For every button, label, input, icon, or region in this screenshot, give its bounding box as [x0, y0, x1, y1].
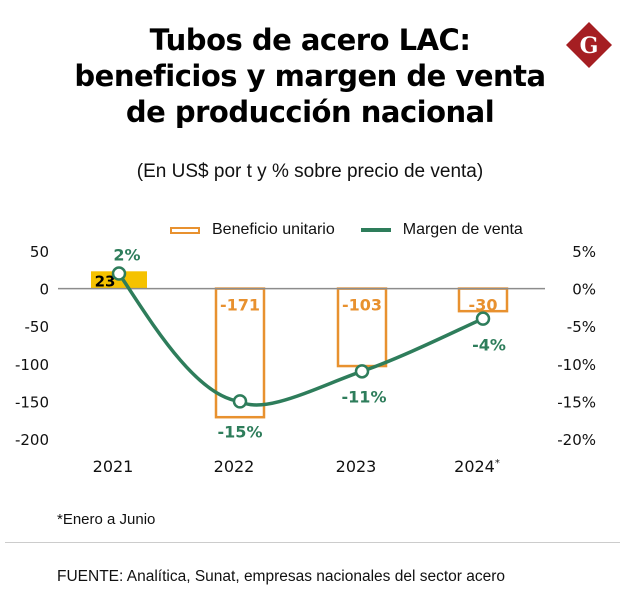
- bar-value-label: -103: [342, 296, 382, 315]
- source-note: FUENTE: Analítica, Sunat, empresas nacio…: [57, 568, 505, 585]
- margin-point: [111, 266, 127, 281]
- margin-point: [232, 394, 248, 409]
- margin-point: [354, 364, 370, 379]
- right-axis-tick-label: -15%: [557, 393, 596, 411]
- left-axis-tick-label: 0: [39, 281, 49, 299]
- margin-value-label: -11%: [342, 387, 387, 406]
- left-axis-tick-label: -150: [15, 393, 49, 411]
- legend-bar-label: Beneficio unitario: [212, 221, 335, 238]
- bar-value-label: 23: [95, 272, 116, 290]
- left-axis-tick-label: -200: [15, 431, 49, 449]
- chart-title: Tubos de acero LAC: beneficios y margen …: [0, 22, 620, 130]
- left-axis-tick-label: 50: [30, 243, 49, 261]
- left-axis-tick-label: -100: [15, 356, 49, 374]
- footnote: *Enero a Junio: [57, 511, 156, 528]
- bar-value-label: -30: [469, 296, 498, 315]
- chart-plot: 50 0 -50 -100 -150 -200 5% 0% -5% -10% -15% -20% 23 -…: [15, 243, 596, 476]
- margin-point: [475, 311, 491, 326]
- gestion-logo-icon: G: [566, 22, 612, 68]
- right-axis-tick-label: -20%: [557, 431, 596, 449]
- margin-value-label: -4%: [472, 336, 506, 355]
- margin-line: [117, 271, 485, 407]
- legend-bar-swatch-icon: [170, 226, 200, 234]
- x-axis-category-label: 2023: [336, 457, 377, 476]
- right-axis-tick-label: 5%: [572, 243, 596, 261]
- logo-letter: G: [580, 33, 599, 59]
- x-axis-category-label: 2021: [93, 457, 134, 476]
- right-axis-tick-label: -5%: [567, 318, 596, 336]
- chart-subtitle: (En US$ por t y % sobre precio de venta): [136, 161, 484, 182]
- right-axis-tick-label: -10%: [557, 356, 596, 374]
- legend: Beneficio unitario Margen de venta: [170, 219, 523, 241]
- right-axis-tick-label: 0%: [572, 281, 596, 299]
- title-line-1: Tubos de acero LAC:: [149, 23, 471, 57]
- left-axis-tick-label: -50: [25, 318, 50, 336]
- x-axis-category-label: 2024*: [454, 457, 500, 476]
- margin-value-label: 2%: [113, 246, 140, 265]
- margin-value-label: -15%: [218, 422, 263, 441]
- bar-value-label: -171: [220, 296, 260, 315]
- x-axis-category-label: 2022: [214, 457, 255, 476]
- divider: [5, 542, 620, 543]
- title-line-3: de producción nacional: [125, 95, 495, 129]
- legend-line-label: Margen de venta: [402, 221, 523, 238]
- legend-line-swatch-icon: [360, 228, 391, 232]
- title-line-2: beneficios y margen de venta: [74, 59, 546, 93]
